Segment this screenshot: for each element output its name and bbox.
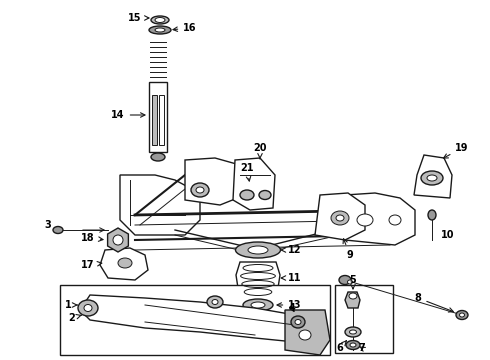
Text: 14: 14 [111, 110, 145, 120]
Ellipse shape [460, 313, 465, 317]
Ellipse shape [243, 299, 273, 311]
Polygon shape [315, 193, 365, 240]
Ellipse shape [113, 235, 123, 245]
Text: 1: 1 [65, 300, 77, 310]
Text: 12: 12 [281, 245, 302, 255]
Bar [152, 95, 157, 145]
Text: 9: 9 [343, 239, 353, 260]
Text: 13: 13 [277, 300, 302, 310]
Ellipse shape [389, 215, 401, 225]
Ellipse shape [236, 242, 280, 258]
Text: 21: 21 [240, 163, 254, 181]
Ellipse shape [151, 16, 169, 24]
Polygon shape [345, 193, 415, 245]
Ellipse shape [336, 215, 344, 221]
Ellipse shape [251, 302, 265, 308]
Ellipse shape [191, 183, 209, 197]
Ellipse shape [428, 210, 436, 220]
Ellipse shape [151, 153, 165, 161]
Bar [159, 95, 164, 145]
Ellipse shape [155, 28, 165, 32]
Text: 17: 17 [81, 260, 102, 270]
Ellipse shape [346, 341, 360, 350]
Text: 11: 11 [281, 273, 302, 283]
Text: 20: 20 [253, 143, 267, 159]
Ellipse shape [53, 226, 63, 234]
Ellipse shape [259, 190, 271, 199]
Ellipse shape [118, 258, 132, 268]
Text: 8: 8 [415, 293, 453, 312]
Ellipse shape [331, 211, 349, 225]
Text: 15: 15 [128, 13, 149, 23]
Ellipse shape [421, 171, 443, 185]
Ellipse shape [349, 293, 357, 299]
Ellipse shape [84, 305, 92, 311]
Ellipse shape [196, 187, 204, 193]
Polygon shape [345, 292, 360, 308]
Text: 7: 7 [359, 343, 366, 353]
Polygon shape [236, 262, 280, 298]
Polygon shape [100, 248, 148, 280]
Ellipse shape [299, 330, 311, 340]
Text: 18: 18 [81, 233, 103, 243]
Bar [149, 82, 167, 152]
Ellipse shape [357, 214, 373, 226]
Polygon shape [80, 295, 310, 342]
Bar [335, 285, 393, 353]
Text: 16: 16 [173, 23, 197, 33]
Polygon shape [233, 158, 275, 210]
Ellipse shape [212, 300, 218, 305]
Text: 5: 5 [350, 275, 356, 289]
Polygon shape [414, 155, 452, 198]
Ellipse shape [207, 296, 223, 308]
Ellipse shape [350, 343, 356, 347]
Ellipse shape [291, 316, 305, 328]
Ellipse shape [427, 175, 437, 181]
Ellipse shape [155, 18, 165, 22]
Text: 6: 6 [337, 341, 346, 353]
Ellipse shape [345, 327, 361, 337]
Polygon shape [285, 310, 330, 355]
Ellipse shape [248, 246, 268, 254]
Ellipse shape [295, 320, 301, 324]
Bar [60, 285, 330, 355]
Text: 3: 3 [45, 220, 51, 230]
Polygon shape [120, 175, 200, 235]
Ellipse shape [149, 26, 171, 34]
Ellipse shape [456, 310, 468, 320]
Ellipse shape [78, 300, 98, 316]
Text: 10: 10 [441, 230, 455, 240]
Text: 2: 2 [69, 313, 81, 323]
Polygon shape [185, 158, 245, 205]
Ellipse shape [339, 275, 351, 284]
Text: 19: 19 [443, 143, 469, 158]
Ellipse shape [349, 330, 357, 334]
Text: 4: 4 [289, 303, 295, 313]
Ellipse shape [347, 280, 352, 284]
Ellipse shape [240, 190, 254, 200]
